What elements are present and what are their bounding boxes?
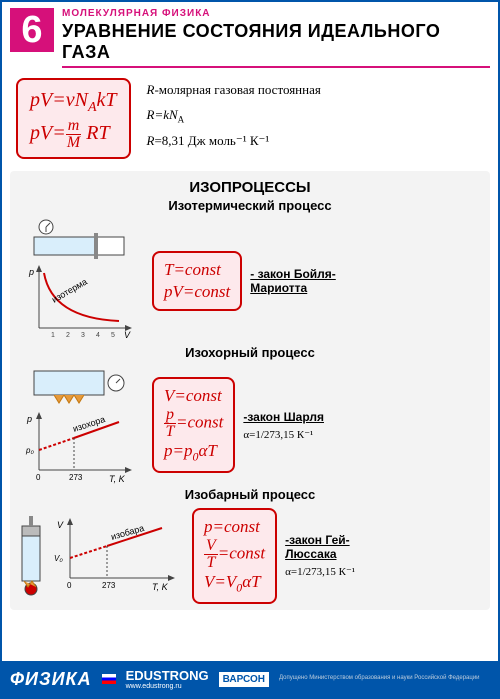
svg-text:3: 3 — [81, 332, 85, 339]
iso-t-apparatus-icon — [24, 219, 134, 259]
iso-t-law: - закон Бойля-Мариотта — [250, 267, 340, 295]
processes-panel: ИЗОПРОЦЕССЫ Изотермический процесс p V и… — [10, 171, 490, 610]
eq2-right: RT — [81, 122, 109, 144]
iso-p-eq1: p=const — [204, 516, 265, 538]
iso-v-diagrams: p p₀ T, K 273 0 изохора — [14, 366, 144, 485]
iso-p-title: Изобарный процесс — [14, 487, 486, 502]
iso-t-chart: p V изотерма 1 2 3 4 5 — [24, 263, 134, 343]
footer: ФИЗИКА EDUSTRONG www.edustrong.ru ВАРСОН… — [2, 661, 498, 697]
iso-p-eq2-r: =const — [218, 543, 265, 562]
footer-varsun: ВАРСОН — [219, 672, 269, 687]
title-block: МОЛЕКУЛЯРНАЯ ФИЗИКА УРАВНЕНИЕ СОСТОЯНИЯ … — [62, 8, 490, 68]
eq1-sub: A — [88, 100, 97, 115]
iso-v-alpha: α=1/273,15 К⁻¹ — [243, 428, 333, 441]
r-desc: -молярная газовая постоянная — [154, 82, 320, 97]
svg-text:273: 273 — [102, 581, 116, 590]
eq2-left: pV= — [30, 122, 66, 144]
svg-text:5: 5 — [111, 332, 115, 339]
footer-physics: ФИЗИКА — [10, 669, 92, 690]
eq2-frac-top: m — [66, 118, 82, 135]
r-eq-sub: A — [178, 114, 185, 124]
footer-fineprint: Допущено Министерством образования и нау… — [279, 675, 490, 682]
svg-text:T, K: T, K — [109, 474, 126, 484]
iso-p-eq3-l: V=V — [204, 572, 236, 591]
definitions: R-молярная газовая постоянная R=kNA R=8,… — [147, 78, 321, 153]
iso-p-eq2-top: V — [204, 538, 218, 555]
footer-flag-icon — [102, 674, 116, 684]
svg-text:T, K: T, K — [152, 582, 169, 592]
iso-v-chart: p p₀ T, K 273 0 изохора — [24, 410, 134, 485]
svg-text:273: 273 — [69, 473, 83, 482]
iso-p-row: V V₀ T, K 2730 изобара p=const VT=const … — [14, 508, 486, 604]
iso-t-eq2: pV=const — [164, 281, 230, 303]
iso-p-apparatus-icon — [14, 511, 48, 601]
chapter-number: 6 — [10, 8, 54, 52]
iso-v-title: Изохорный процесс — [14, 345, 486, 360]
eq1-right: kT — [97, 89, 117, 111]
iso-p-eq3-r: αT — [242, 572, 260, 591]
iso-t-row: p V изотерма 1 2 3 4 5 T=const pV=const - за… — [14, 219, 486, 343]
svg-text:изотерма: изотерма — [50, 276, 89, 304]
svg-text:p₀: p₀ — [25, 446, 34, 455]
iso-v-formula-box: V=const pT=const p=p0αT — [152, 377, 235, 473]
iso-v-row: p p₀ T, K 273 0 изохора V=const pT=const … — [14, 366, 486, 485]
svg-text:0: 0 — [67, 581, 72, 590]
iso-p-eq2-bot: T — [206, 555, 215, 571]
svg-text:2: 2 — [66, 332, 70, 339]
iso-t-diagrams: p V изотерма 1 2 3 4 5 — [14, 219, 144, 343]
iso-t-title: Изотермический процесс — [14, 198, 486, 213]
main-equation-row: pV=νNAkT pV=mM RT R-молярная газовая пос… — [2, 70, 498, 167]
iso-v-eq2-top: p — [164, 407, 176, 424]
eq1-left: pV=νN — [30, 89, 88, 111]
svg-text:изохора: изохора — [72, 414, 107, 434]
iso-v-eq3-l: p=p — [164, 441, 192, 460]
svg-text:0: 0 — [36, 473, 41, 482]
eq2-frac-bot: M — [67, 135, 80, 151]
main-formula-box: pV=νNAkT pV=mM RT — [16, 78, 131, 159]
r-eq: R=kN — [147, 107, 178, 122]
subtitle: МОЛЕКУЛЯРНАЯ ФИЗИКА — [62, 8, 490, 19]
svg-text:V: V — [124, 330, 131, 340]
iso-v-law: -закон Шарля — [243, 410, 333, 424]
section-title: ИЗОПРОЦЕССЫ — [14, 179, 486, 196]
svg-text:V: V — [57, 520, 64, 530]
iso-p-diagrams: V V₀ T, K 2730 изобара — [14, 511, 184, 601]
header: 6 МОЛЕКУЛЯРНАЯ ФИЗИКА УРАВНЕНИЕ СОСТОЯНИ… — [2, 2, 498, 70]
page-title: УРАВНЕНИЕ СОСТОЯНИЯ ИДЕАЛЬНОГО ГАЗА — [62, 21, 490, 68]
footer-edu-url: www.edustrong.ru — [126, 683, 209, 690]
iso-t-formula-box: T=const pV=const — [152, 251, 242, 311]
iso-v-apparatus-icon — [24, 366, 134, 406]
svg-text:p: p — [26, 414, 32, 424]
r-val: =8,31 Дж моль⁻¹ К⁻¹ — [154, 133, 269, 148]
iso-v-eq2-bot: T — [166, 424, 175, 440]
iso-v-eq1: V=const — [164, 385, 223, 407]
iso-p-chart: V V₀ T, K 2730 изобара — [52, 516, 182, 596]
svg-text:p: p — [28, 267, 34, 277]
svg-text:1: 1 — [51, 332, 55, 339]
svg-text:4: 4 — [96, 332, 100, 339]
footer-edu: EDUSTRONG — [126, 668, 209, 683]
iso-t-eq1: T=const — [164, 259, 230, 281]
iso-p-law: -закон Гей-Люссака — [285, 533, 375, 561]
iso-v-eq3-r: αT — [198, 441, 216, 460]
svg-text:V₀: V₀ — [54, 554, 63, 563]
iso-p-alpha: α=1/273,15 К⁻¹ — [285, 565, 375, 578]
iso-v-eq2-r: =const — [176, 413, 223, 432]
iso-p-formula-box: p=const VT=const V=V0αT — [192, 508, 277, 604]
